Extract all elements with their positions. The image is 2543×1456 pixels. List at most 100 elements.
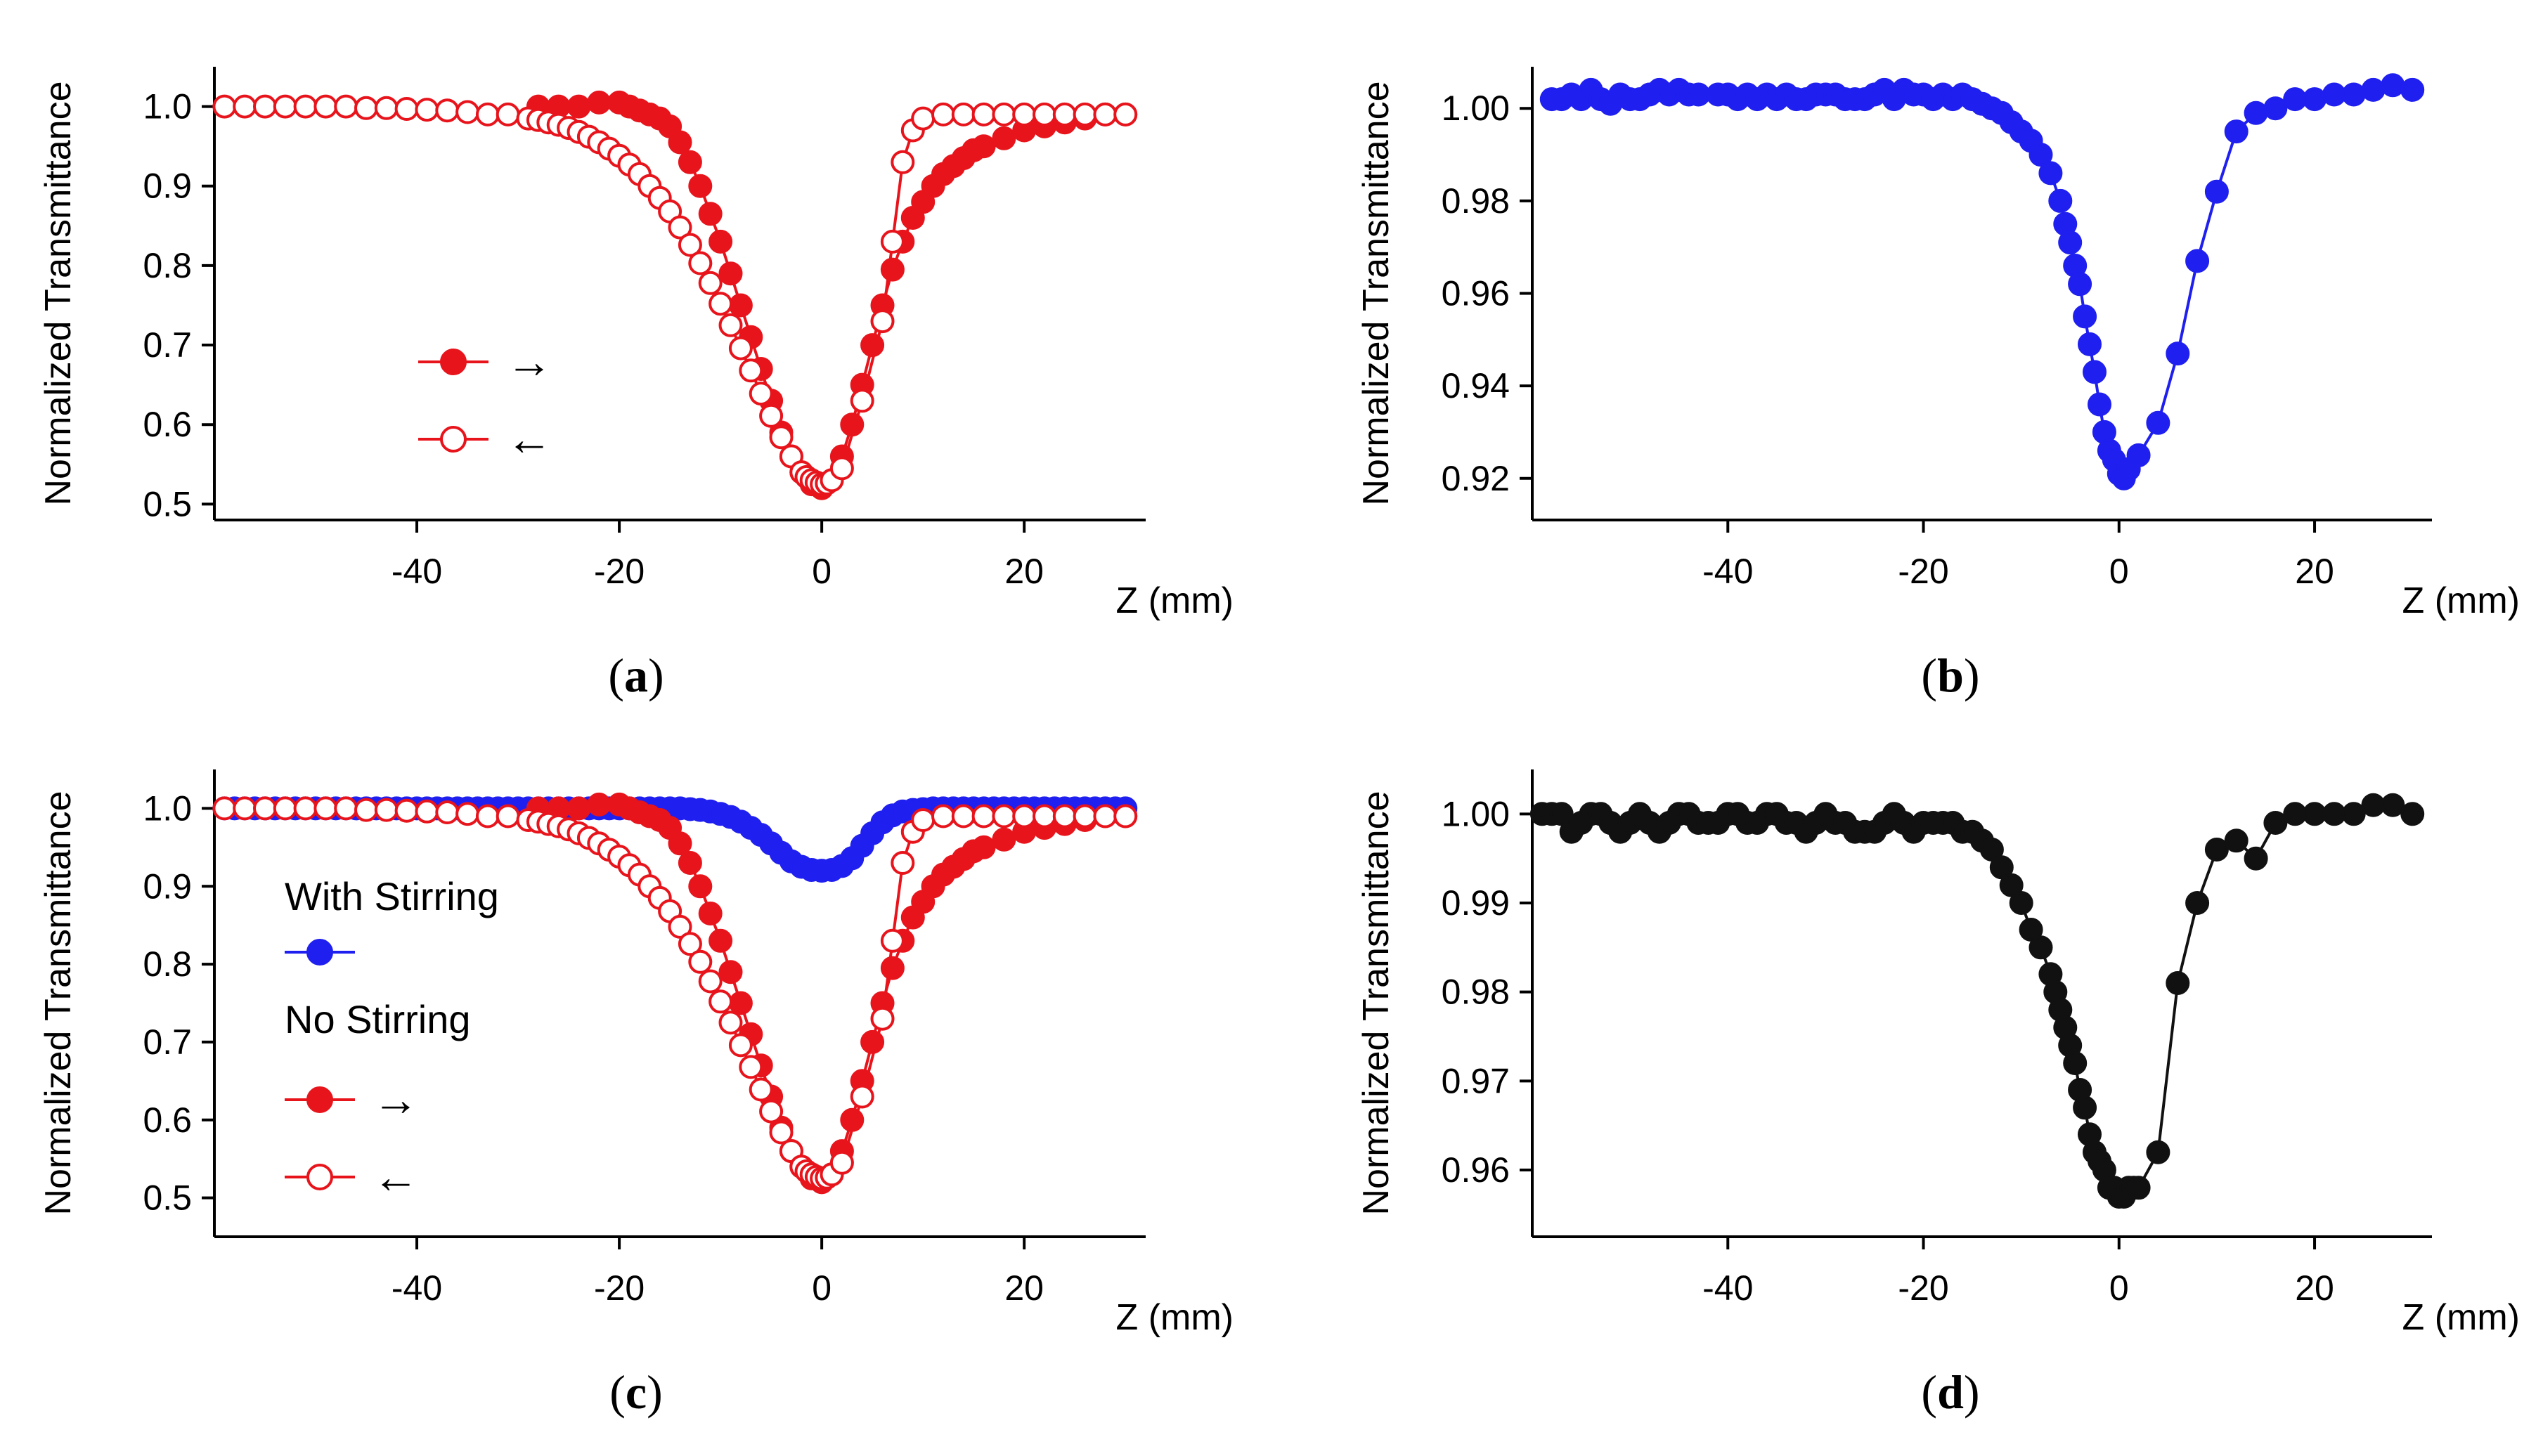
- data-point: [1012, 102, 1037, 126]
- data-point: [2058, 230, 2083, 255]
- legend-arrow: ←: [373, 1150, 419, 1202]
- y-tick-label: 0.92: [1442, 459, 1510, 498]
- data-point: [2088, 392, 2111, 417]
- x-axis-label: Z (mm): [2402, 1297, 2520, 1338]
- data-point: [334, 94, 358, 119]
- data-point: [860, 333, 885, 358]
- series-0: [1529, 793, 2425, 1209]
- data-point: [739, 1055, 763, 1079]
- legend-marker: [306, 939, 333, 966]
- data-point: [2244, 846, 2268, 871]
- x-tick-label: -40: [1702, 1268, 1753, 1308]
- data-point: [2283, 87, 2308, 112]
- data-point: [2400, 77, 2425, 102]
- data-point: [394, 97, 419, 121]
- data-point: [708, 229, 733, 254]
- data-point: [678, 150, 702, 174]
- data-point: [293, 94, 318, 119]
- panel-a-caption: (a): [608, 649, 664, 702]
- x-axis-label: Z (mm): [1116, 1297, 1234, 1338]
- data-point: [718, 313, 743, 337]
- data-point: [2048, 188, 2073, 213]
- data-point: [668, 831, 692, 856]
- y-tick-label: 0.9: [143, 866, 192, 906]
- x-tick-label: 0: [2109, 552, 2129, 591]
- panel-b-caption: (b): [1921, 649, 1979, 702]
- data-point: [2361, 793, 2386, 817]
- data-point: [475, 102, 500, 126]
- caption-open-paren: (: [608, 649, 624, 702]
- data-point: [870, 1006, 895, 1031]
- data-point: [971, 835, 996, 859]
- data-point: [354, 798, 378, 822]
- data-point: [2166, 342, 2190, 366]
- data-point: [2322, 82, 2346, 107]
- data-point: [718, 960, 743, 984]
- data-point: [2322, 802, 2346, 826]
- data-point: [455, 100, 480, 124]
- y-tick-label: 0.6: [143, 405, 192, 444]
- data-point: [2341, 802, 2366, 826]
- data-point: [880, 928, 905, 953]
- data-point: [455, 802, 480, 826]
- data-point: [233, 94, 257, 119]
- caption-open-paren: (: [1921, 1365, 1937, 1419]
- data-point: [971, 102, 996, 126]
- x-tick-label: 20: [2295, 552, 2334, 591]
- data-point: [334, 796, 358, 821]
- data-point: [708, 989, 733, 1014]
- x-tick-label: 0: [812, 1268, 832, 1308]
- y-axis-label: Normalized Transmittance: [1356, 791, 1397, 1216]
- x-tick-label: 20: [2295, 1268, 2334, 1308]
- data-point: [850, 389, 874, 413]
- x-tick-label: -20: [594, 1268, 645, 1308]
- data-point: [759, 403, 784, 428]
- legend-marker: [306, 1086, 333, 1113]
- data-point: [1686, 82, 1711, 107]
- y-tick-label: 0.96: [1442, 274, 1510, 313]
- data-point: [880, 956, 905, 980]
- data-point: [718, 1010, 743, 1035]
- data-point: [870, 309, 895, 334]
- data-point: [2204, 838, 2229, 862]
- data-point: [435, 98, 460, 123]
- legend-arrow: →: [373, 1073, 419, 1125]
- data-point: [2009, 891, 2033, 915]
- data-point: [313, 796, 338, 821]
- data-point: [688, 949, 713, 974]
- y-tick-label: 1.0: [143, 788, 192, 828]
- data-point: [728, 1033, 753, 1058]
- data-point: [2019, 918, 2043, 942]
- data-point: [931, 102, 955, 126]
- x-tick-label: -40: [392, 552, 442, 591]
- data-point: [769, 1120, 794, 1145]
- data-point: [1549, 802, 1574, 826]
- data-point: [1073, 804, 1097, 828]
- x-tick-label: 0: [2109, 1268, 2129, 1308]
- data-point: [911, 106, 936, 131]
- data-point: [668, 130, 692, 155]
- data-point: [850, 1084, 874, 1109]
- data-point: [587, 792, 612, 817]
- data-point: [1979, 838, 2004, 862]
- data-point: [1052, 102, 1077, 126]
- panel-d: (d) 0.96 0.97 0.98 0.99 1.00 -40 -20 0 20 Z (mm) N…: [1356, 769, 2520, 1419]
- series-line: [1551, 84, 2413, 481]
- y-tick-label: 0.97: [1442, 1061, 1510, 1100]
- data-point: [2263, 811, 2288, 835]
- y-tick-label: 0.8: [143, 246, 192, 285]
- data-point: [2283, 802, 2308, 826]
- x-tick-label: 0: [812, 552, 832, 591]
- legend-marker: [306, 1164, 333, 1190]
- data-point: [1033, 804, 1056, 828]
- data-point: [435, 800, 460, 824]
- data-point: [688, 251, 713, 275]
- data-point: [2303, 87, 2327, 112]
- y-tick-label: 1.00: [1442, 794, 1510, 833]
- y-tick-label: 0.5: [143, 484, 192, 524]
- y-tick-label: 0.5: [143, 1178, 192, 1218]
- data-point: [728, 336, 753, 360]
- data-point: [212, 94, 237, 119]
- caption-close-paren: ): [1964, 1365, 1980, 1419]
